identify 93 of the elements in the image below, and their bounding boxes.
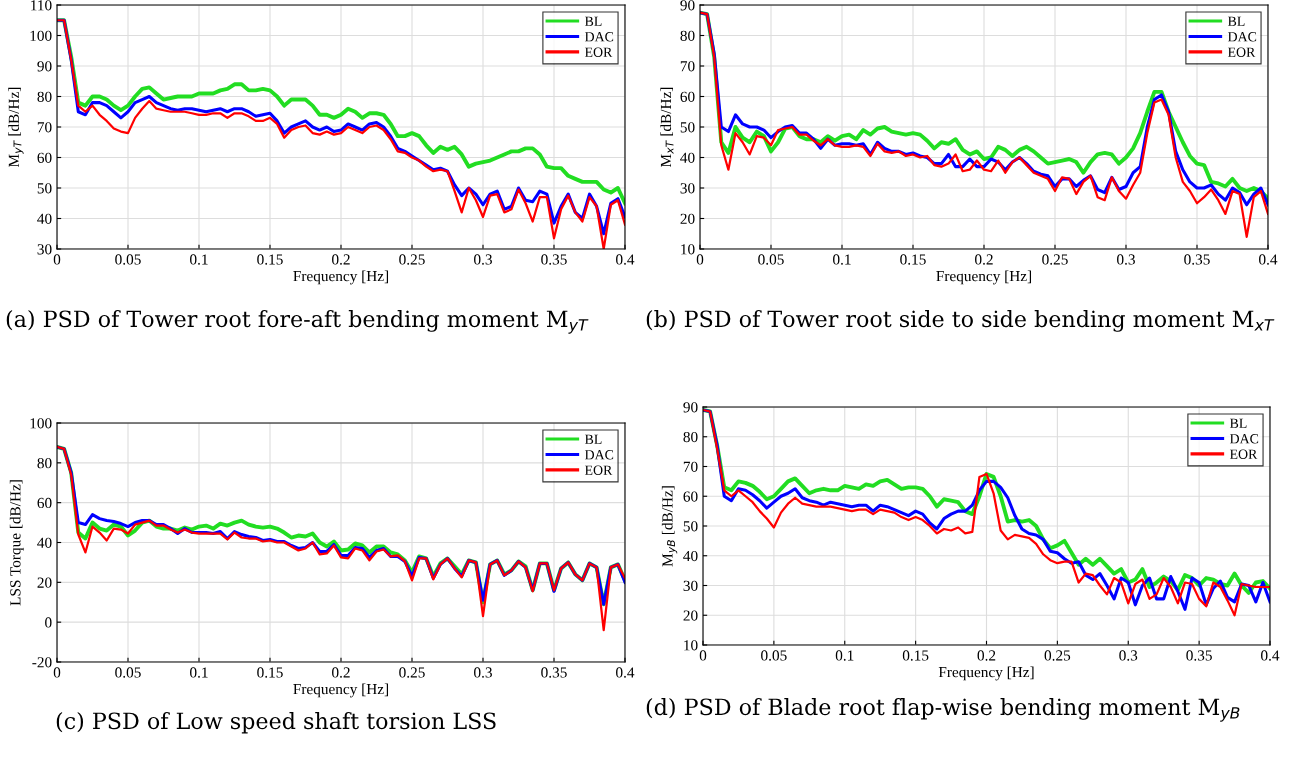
y-tick-label: 10 [684, 640, 698, 651]
x-tick-label: 0.2 [977, 650, 996, 661]
y-tick-label: 10 [681, 244, 695, 255]
y-tick-label: -20 [32, 657, 52, 668]
y-tick-label: 80 [683, 431, 698, 443]
x-tick-label: 0.2 [332, 254, 350, 265]
y-tick-label: 30 [683, 580, 698, 591]
x-tick-label: 0.35 [541, 254, 567, 265]
y-tick-label: 40 [683, 550, 698, 562]
x-tick-label: 0.2 [975, 254, 993, 265]
legend-label: BL [1229, 418, 1247, 428]
y-tick-label: 80 [680, 30, 695, 41]
x-tick-label: 0.35 [1184, 254, 1210, 265]
legend-label: DAC [584, 32, 614, 42]
y-tick-label: 90 [680, 0, 695, 11]
x-tick-label: 0.15 [902, 650, 929, 661]
y-tick-label: 90 [683, 402, 698, 413]
legend-label: BL [584, 16, 602, 26]
text: (b) PSD of Tower root side to side bending moment M$_{xT}$ [646, 310, 1275, 332]
y-tick-label: 70 [680, 61, 695, 72]
y-tick-label: 20 [683, 610, 698, 621]
x-tick-label: 0.4 [1261, 650, 1280, 661]
x-tick-label: 0.4 [616, 667, 635, 678]
x-tick-label: 0.25 [399, 254, 425, 265]
y-tick-label: 60 [680, 91, 695, 102]
x-tick-label: 0.05 [115, 254, 141, 265]
y-tick-label: 20 [37, 577, 52, 588]
y-tick-label: 30 [37, 244, 52, 255]
y-tick-label: 30 [680, 183, 695, 194]
x-axis-title: Frequency [Hz] [936, 270, 1032, 285]
y-tick-label: 40 [680, 152, 695, 163]
x-tick-label: 0.05 [115, 667, 141, 678]
x-tick-label: 0.1 [190, 667, 208, 678]
y-tick-label: 50 [680, 122, 695, 133]
y-tick-label: 40 [37, 213, 52, 224]
legend-label: EOR [584, 47, 613, 57]
x-tick-label: 0.15 [900, 254, 926, 265]
y-axis-title: LSS Torque [dB/Hz] [9, 480, 24, 606]
x-tick-label: 0 [53, 667, 61, 678]
x-axis-title: Frequency [Hz] [293, 683, 389, 698]
x-tick-label: 0.4 [1259, 254, 1278, 265]
y-tick-label: 70 [683, 461, 698, 472]
x-tick-label: 0.1 [190, 254, 208, 265]
x-tick-label: 0.35 [1186, 650, 1212, 661]
x-tick-label: 0.25 [1044, 650, 1071, 661]
legend-label: EOR [1227, 47, 1256, 57]
x-tick-label: 0.05 [758, 254, 784, 265]
x-tick-label: 0 [53, 254, 61, 265]
y-axis-title: M$_{xT}$ [dB/Hz] [660, 87, 674, 168]
x-tick-label: 0.2 [332, 667, 350, 678]
legend-label: DAC [584, 450, 614, 460]
legend-label: DAC [1227, 32, 1257, 42]
y-tick-label: 80 [37, 91, 52, 102]
y-tick-label: 60 [683, 491, 698, 502]
y-tick-label: 60 [37, 497, 52, 509]
x-axis-title: Frequency [Hz] [293, 270, 389, 285]
y-tick-label: 100 [30, 30, 52, 41]
y-tick-label: 40 [37, 537, 52, 548]
y-tick-label: 60 [37, 152, 52, 163]
y-tick-label: 110 [31, 0, 52, 11]
x-tick-label: 0.3 [474, 254, 492, 265]
text: (a) PSD of Tower root fore-aft bending moment M$_{yT}$ [6, 310, 589, 334]
y-axis-title: M$_{yT}$ [dB/Hz] [8, 87, 24, 168]
y-tick-label: 70 [37, 122, 52, 133]
legend-label: EOR [1229, 449, 1258, 459]
x-tick-label: 0.25 [399, 667, 425, 678]
x-tick-label: 0.25 [1042, 254, 1068, 265]
y-tick-label: 0 [45, 617, 52, 628]
x-axis-title: Frequency [Hz] [938, 666, 1034, 681]
y-tick-label: 80 [37, 457, 52, 469]
x-tick-label: 0.1 [835, 650, 854, 661]
x-tick-label: 0.35 [541, 667, 567, 678]
y-tick-label: 90 [37, 61, 52, 72]
x-tick-label: 0.1 [833, 254, 851, 265]
text: (c) PSD of Low speed shaft torsion LSS [56, 712, 496, 734]
legend-label: BL [1227, 16, 1245, 26]
y-axis-title: M$_{yB}$ [dB/Hz] [661, 486, 678, 567]
x-tick-label: 0.3 [474, 667, 492, 678]
y-tick-label: 20 [680, 213, 695, 224]
x-tick-label: 0 [699, 650, 707, 661]
x-tick-label: 0.05 [761, 650, 787, 661]
x-tick-label: 0.15 [257, 254, 283, 265]
legend-label: DAC [1229, 434, 1259, 444]
y-tick-label: 100 [30, 418, 52, 429]
legend-label: BL [584, 434, 602, 444]
x-tick-label: 0.3 [1117, 254, 1135, 265]
legend-label: EOR [584, 465, 613, 475]
y-tick-label: 50 [683, 521, 698, 532]
x-tick-label: 0.4 [616, 254, 635, 265]
y-tick-label: 50 [37, 183, 52, 194]
x-tick-label: 0.3 [1119, 650, 1138, 661]
x-tick-label: 0.15 [257, 667, 283, 678]
text: (d) PSD of Blade root flap-wise bending moment M$_{yB}$ [646, 698, 1240, 722]
